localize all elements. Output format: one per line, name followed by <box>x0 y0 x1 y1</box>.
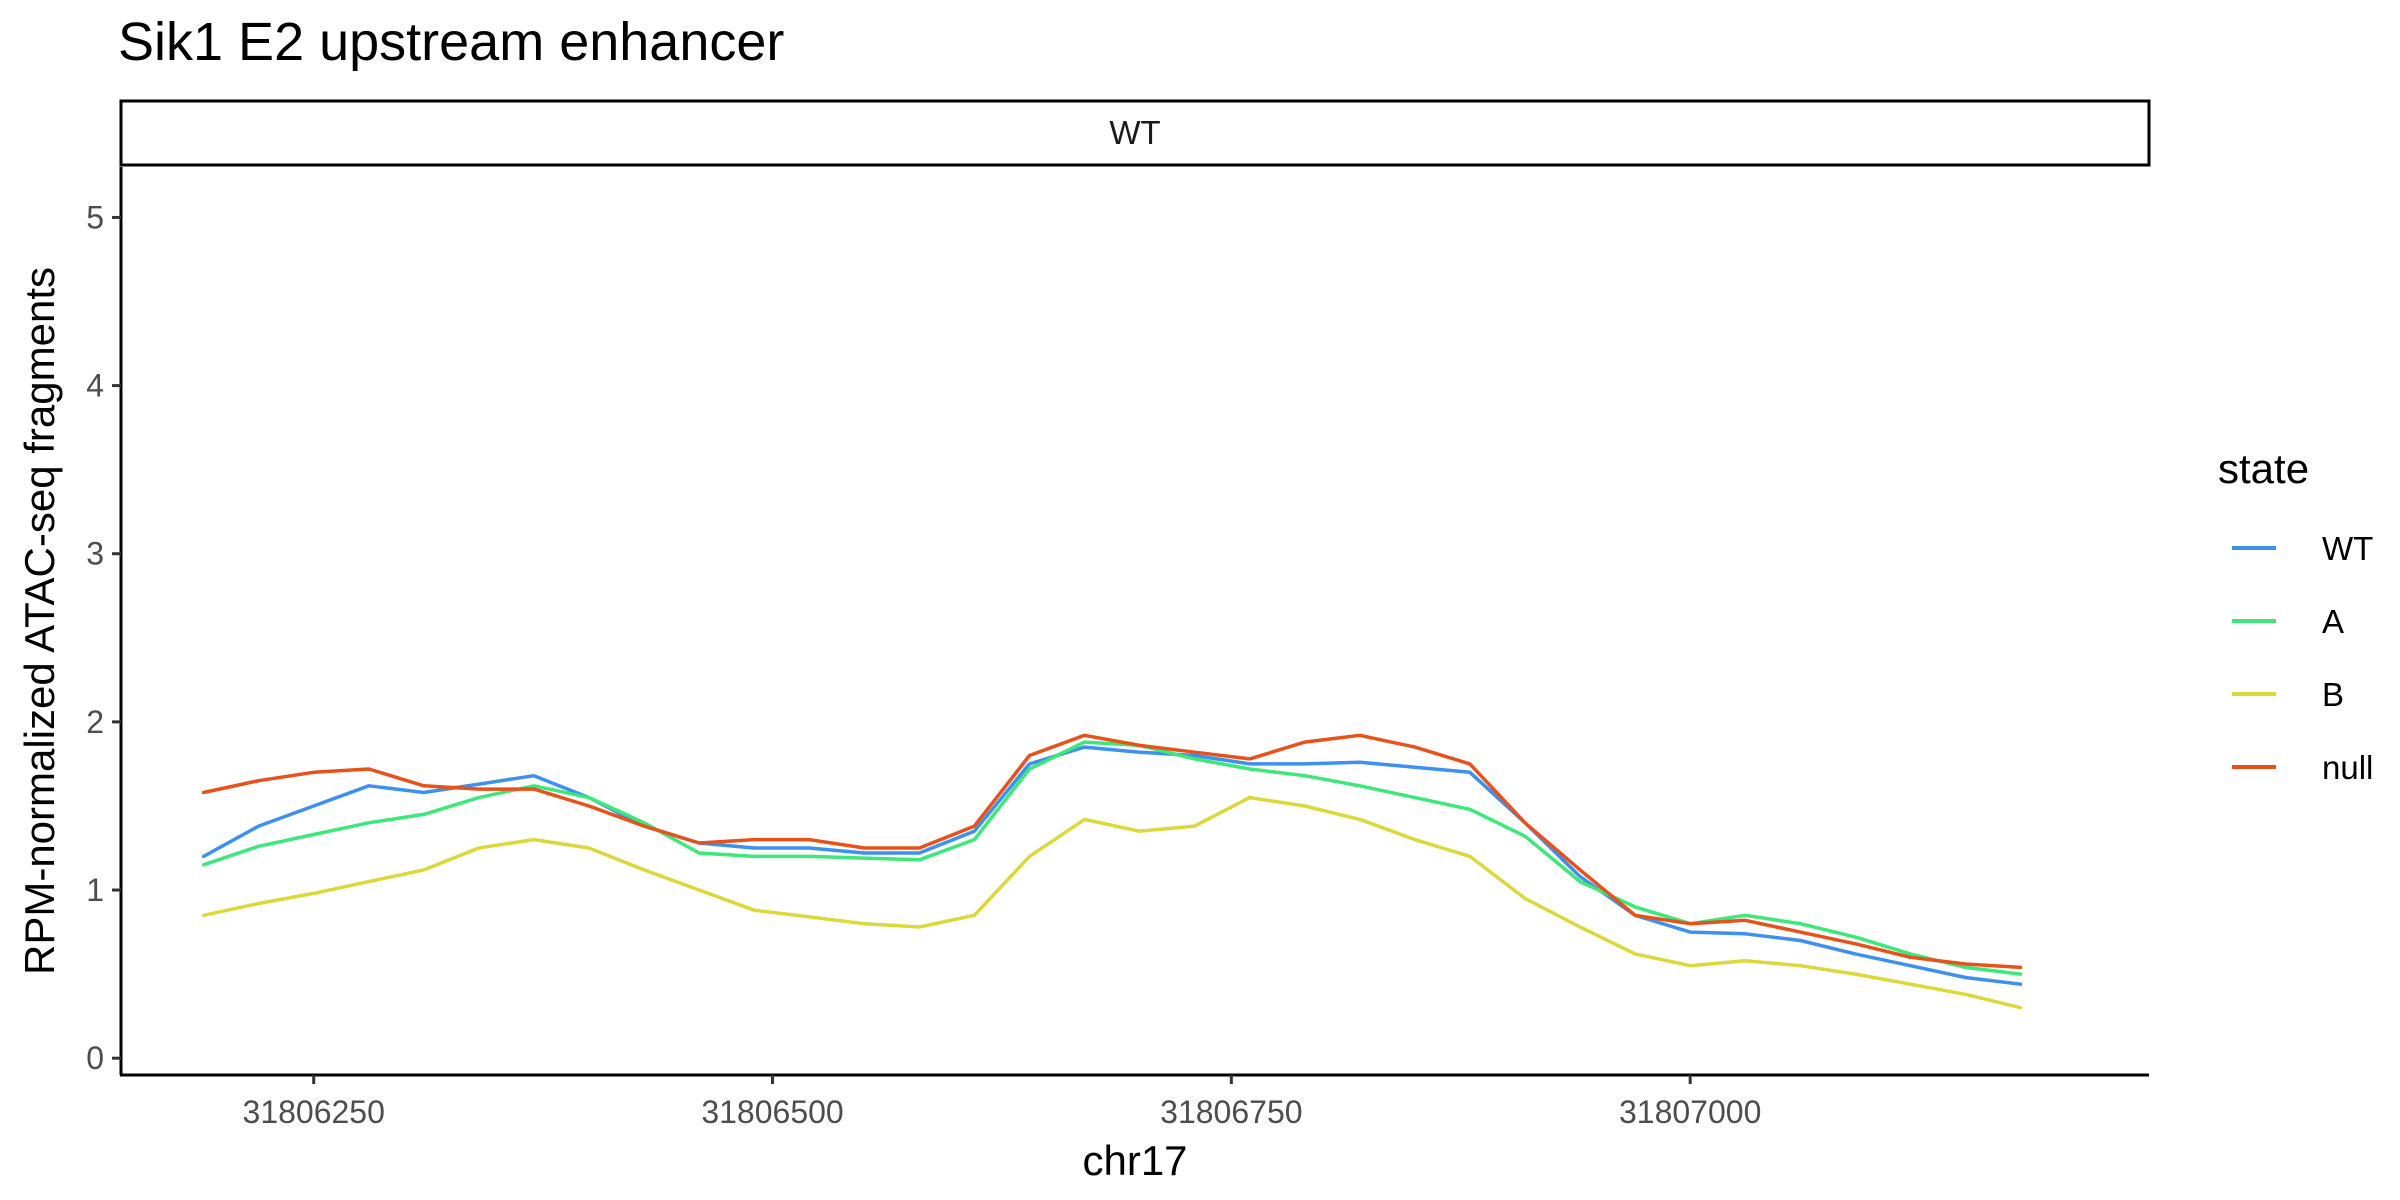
legend-label: WT <box>2322 530 2373 567</box>
x-tick-label: 31807000 <box>1619 1094 1761 1130</box>
series-line-null <box>201 733 2023 970</box>
y-tick-label: 0 <box>86 1040 104 1076</box>
facet-label: WT <box>1109 114 1160 151</box>
x-axis-ticks: 31806250 31806500 31806750 31807000 <box>243 1075 1761 1130</box>
x-tick-label: 31806250 <box>243 1094 385 1130</box>
plot-area: 0 1 2 3 4 5 31806250 31806500 31806750 31807000 <box>86 167 2149 1130</box>
series-line-b <box>201 795 2023 1010</box>
series-line-a <box>201 740 2023 976</box>
x-tick-label: 31806500 <box>701 1094 843 1130</box>
y-tick-label: 5 <box>86 199 104 235</box>
facet-strip: WT <box>119 99 2151 167</box>
y-tick-label: 3 <box>86 536 104 572</box>
x-axis-title: chr17 <box>1082 1137 1187 1184</box>
series-layer <box>201 733 2023 1010</box>
legend-label: null <box>2322 749 2373 786</box>
series-line-wt <box>201 745 2023 986</box>
y-tick-label: 4 <box>86 368 104 404</box>
y-tick-label: 1 <box>86 872 104 908</box>
x-tick-label: 31806750 <box>1160 1094 1302 1130</box>
chart-title: Sik1 E2 upstream enhancer <box>118 12 784 72</box>
legend-title: state <box>2218 445 2309 492</box>
y-axis-title: RPM-normalized ATAC-seq fragments <box>16 267 63 975</box>
legend-label: B <box>2322 676 2344 713</box>
legend-label: A <box>2322 603 2344 640</box>
y-axis-ticks: 0 1 2 3 4 5 <box>86 199 121 1076</box>
facet-strip-box <box>119 99 2151 167</box>
y-tick-label: 2 <box>86 704 104 740</box>
